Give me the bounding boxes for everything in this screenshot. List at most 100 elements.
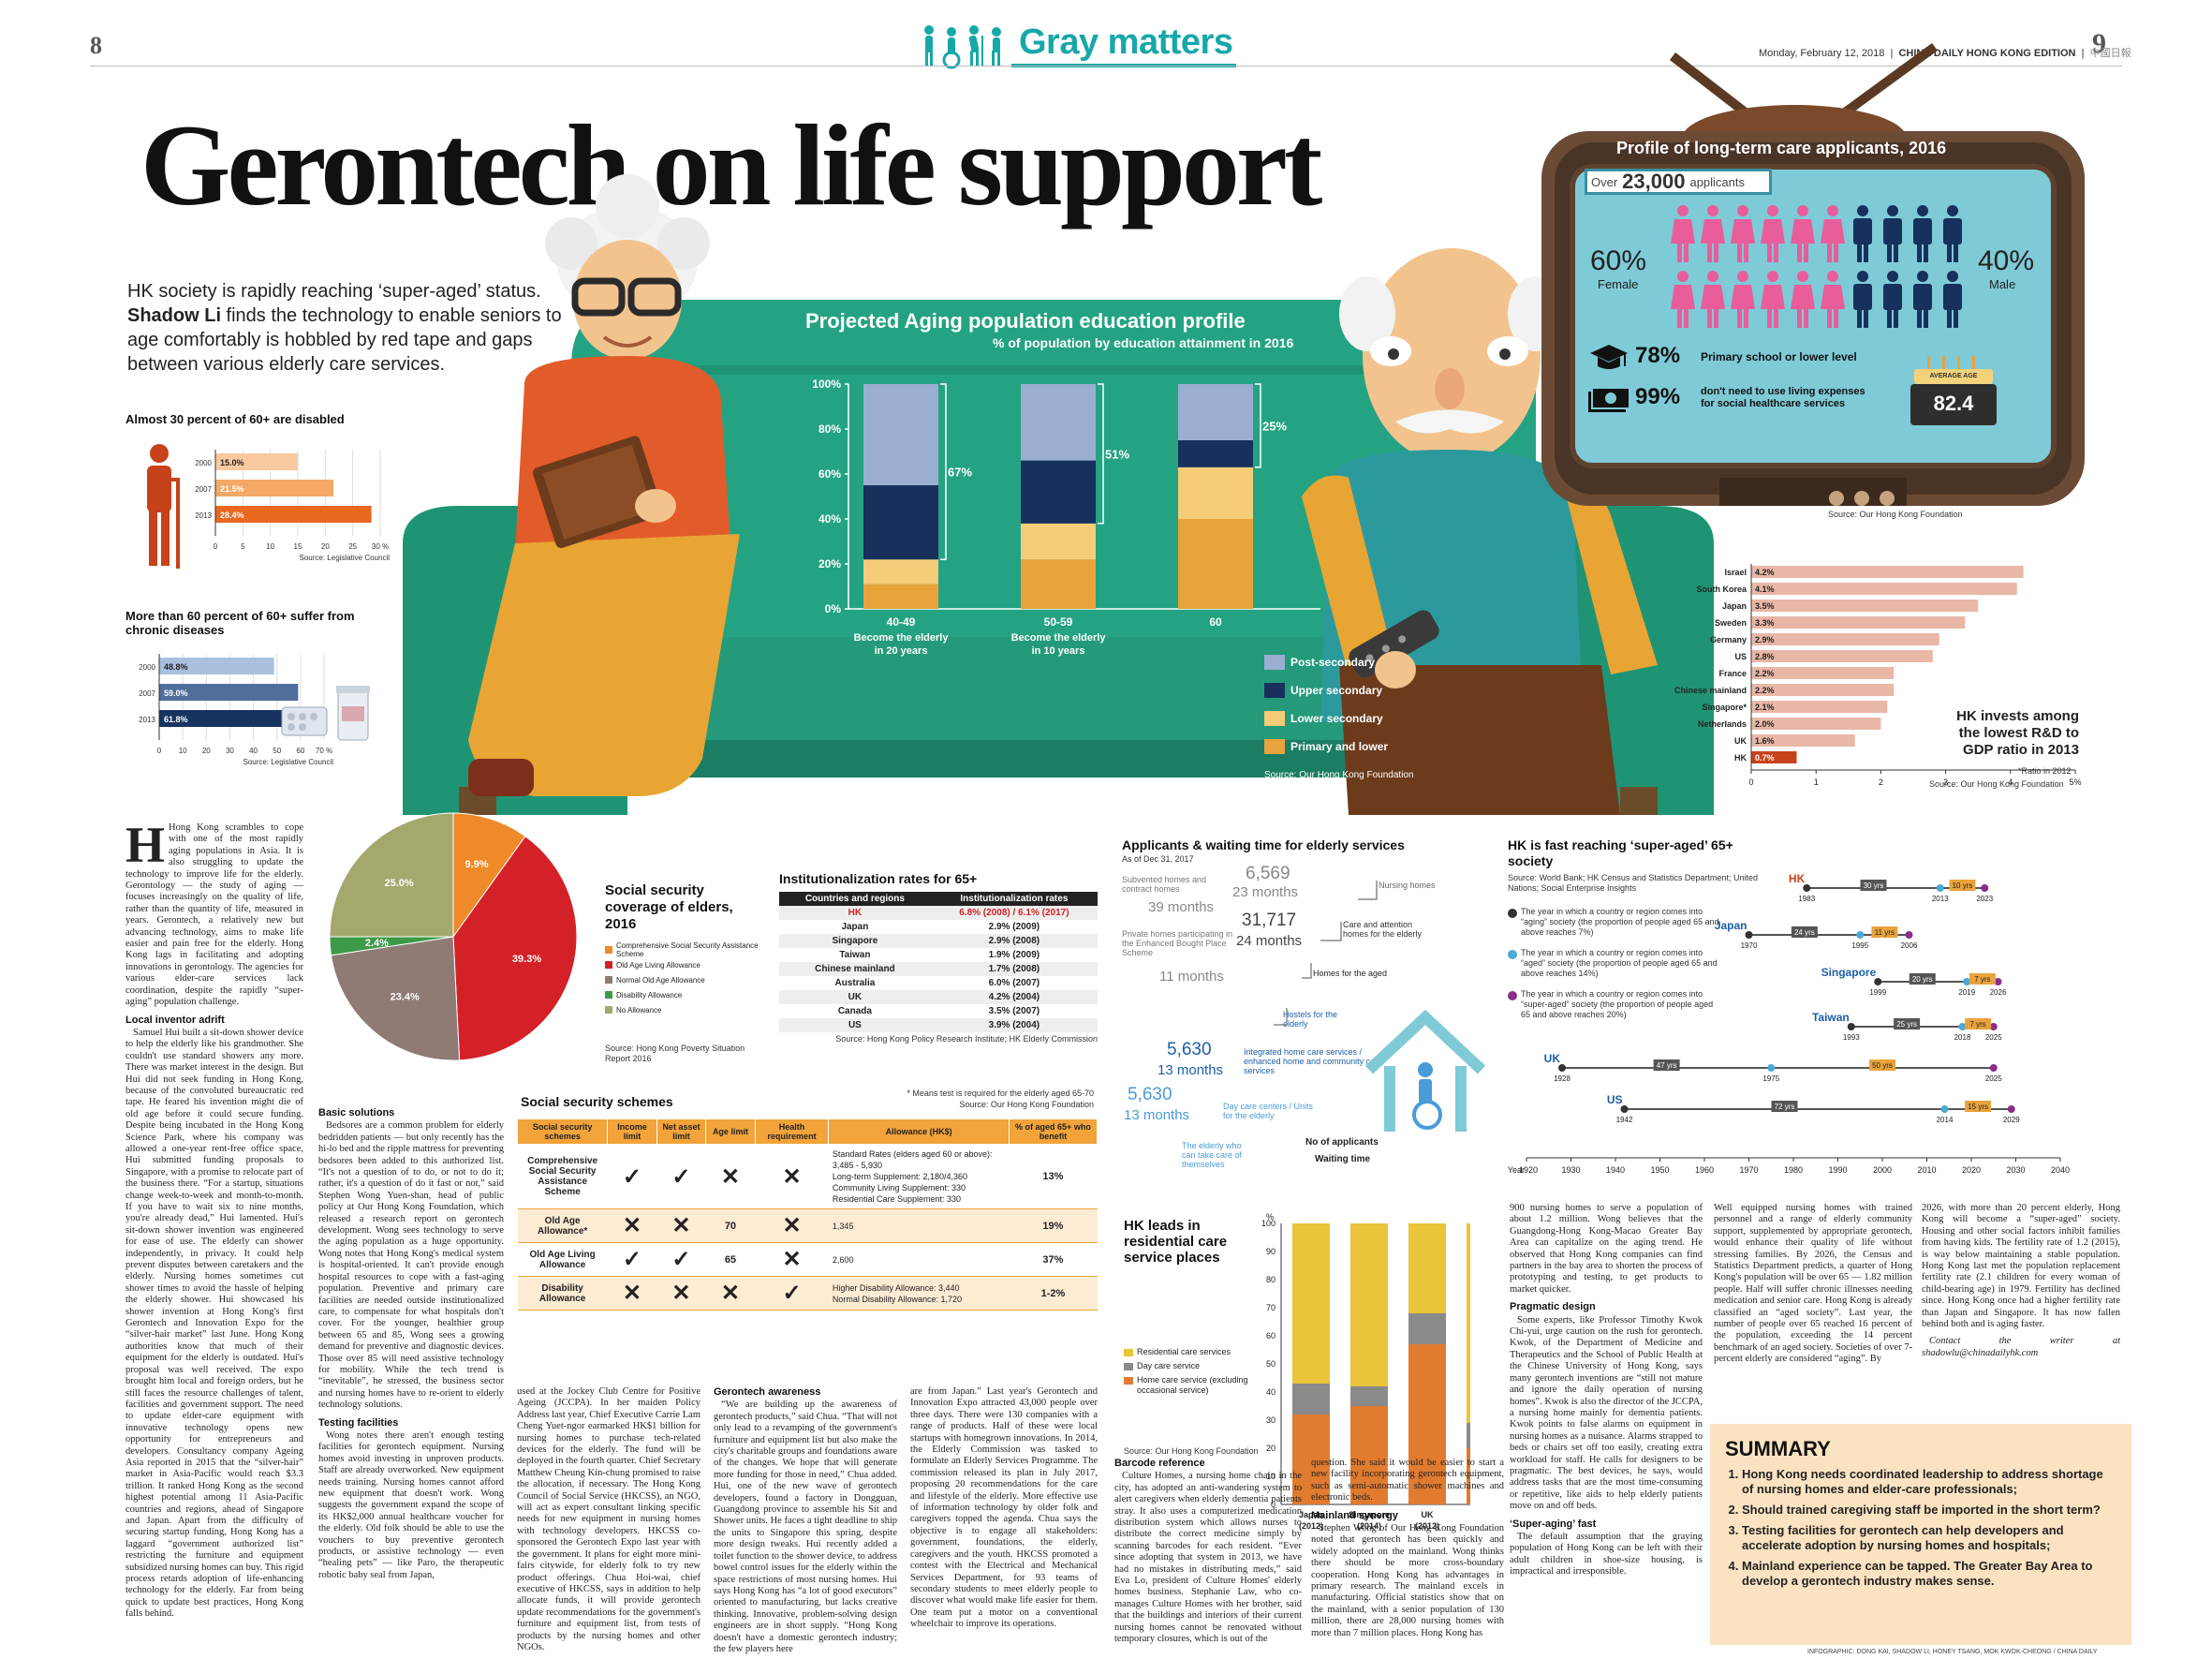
female-person-icon xyxy=(1671,271,1695,328)
callout-bracket xyxy=(1098,383,1104,525)
superaged-chart: HK is fast reaching ‘super-aged’ 65+ soc… xyxy=(1498,832,2079,1188)
legend-label: Comprehensive Social Security Assistance… xyxy=(616,941,759,958)
tv-male-label: Male xyxy=(1989,277,2016,291)
y-tick-label: 70 xyxy=(1266,1303,1276,1312)
bar xyxy=(159,658,274,674)
leg xyxy=(1887,309,1892,328)
gap-pill xyxy=(1894,1018,1921,1029)
head xyxy=(1677,271,1688,282)
table-row: Chinese mainland 1.7% (2008) xyxy=(779,962,1098,976)
article-intro: Hong Kong scrambles to cope with one of … xyxy=(125,822,303,1008)
medicine-icon xyxy=(281,686,370,741)
gap-label: 50 yrs xyxy=(1872,1061,1893,1070)
gap-label: 20 yrs xyxy=(1912,975,1933,984)
callout-bracket xyxy=(1255,383,1261,468)
leg xyxy=(1744,309,1748,328)
y-tick-label: 80 xyxy=(1266,1275,1276,1284)
article-col8top: 900 nursing homes to serve a population … xyxy=(1510,1203,1703,1295)
category-label: Japan xyxy=(1722,601,1747,611)
callout-bracket xyxy=(940,383,947,560)
bar-segment xyxy=(863,384,938,485)
scheme-mark: ✓ xyxy=(782,1281,802,1306)
x-tick-label: 30 % xyxy=(372,542,389,551)
body xyxy=(1883,284,1902,310)
leg xyxy=(1947,244,1952,262)
year-label: 2013 xyxy=(1932,895,1949,903)
pie-legend: Comprehensive Social Security Assistance… xyxy=(605,941,764,1017)
bar xyxy=(1751,566,2024,578)
x-tick-label: 2 xyxy=(1879,778,1883,787)
gap-label: 30 yrs xyxy=(1864,881,1884,890)
y-tick-label: 50 xyxy=(1266,1359,1276,1369)
rd-note: *Ratio in 2012 xyxy=(2018,766,2072,776)
bar xyxy=(1751,616,1966,629)
year-label: 2026 xyxy=(1990,988,2007,997)
residential-legend-item: Home care service (excluding occasional … xyxy=(1124,1375,1264,1396)
rate-cell: 2.9% (2009) xyxy=(988,922,1040,932)
leg xyxy=(1804,244,1808,262)
waiting-leg2: Waiting time xyxy=(1315,1154,1371,1164)
pie-label: 2.4% xyxy=(365,938,389,949)
region-cell: US xyxy=(848,1020,862,1030)
gap-pill xyxy=(1949,880,1976,891)
leg xyxy=(1924,244,1928,262)
y-tick-label: 10 xyxy=(1266,1472,1276,1481)
leg xyxy=(1684,244,1688,262)
country-label: Taiwan xyxy=(1812,1011,1850,1024)
bar xyxy=(1751,734,1855,747)
bar-segment xyxy=(1178,440,1253,467)
x-tick-label: 60 xyxy=(296,747,304,755)
pie-legend-item: No Allowance xyxy=(605,1002,764,1017)
pie-slice xyxy=(452,836,578,1061)
region-cell: Chinese mainland xyxy=(815,964,895,974)
category-note: in 20 years xyxy=(875,645,928,657)
x-tick-label: 70 % xyxy=(316,747,332,755)
category-label: (2014) xyxy=(1357,1521,1381,1531)
x-tick-label: 20 xyxy=(202,747,211,755)
deck: HK society is rapidly reaching ‘super-ag… xyxy=(127,279,586,377)
axis-tick-label: 1970 xyxy=(1739,1165,1758,1175)
summary-item: Hong Kong needs coordinated leadership t… xyxy=(1742,1467,2116,1497)
rate-cell: 1.7% (2008) xyxy=(988,964,1040,974)
x-tick-label: 15 xyxy=(294,542,302,551)
axis-tick-label: 2040 xyxy=(2051,1165,2070,1175)
article-col9: Well equipped nursing homes with trained… xyxy=(1714,1203,1912,1365)
page-number-right: 9 xyxy=(2092,28,2106,59)
head xyxy=(1707,205,1718,216)
head xyxy=(1887,205,1898,216)
y-tick-label: 40 xyxy=(1266,1387,1276,1397)
legend-swatch xyxy=(605,946,612,954)
leg xyxy=(1797,309,1802,328)
waiting-m5: 13 months xyxy=(1158,1062,1224,1078)
pie-legend-item: Normal Old Age Allowance xyxy=(605,972,764,987)
body xyxy=(1701,285,1725,309)
super-aged-dot xyxy=(1905,931,1913,939)
headline: Gerontech on life support xyxy=(140,101,1322,230)
scheme-mark: ✕ xyxy=(671,1281,691,1306)
bar-segment xyxy=(1178,519,1253,609)
body xyxy=(1731,219,1755,244)
tv-female-label: Female xyxy=(1598,277,1639,291)
scheme-mark: 65 xyxy=(724,1253,737,1266)
scheme-name: Comprehensive Social Security Assistance… xyxy=(527,1156,598,1197)
table-row: US 3.9% (2004) xyxy=(779,1018,1098,1032)
bar-label: 2.1% xyxy=(1755,703,1775,712)
male-person-icon xyxy=(1913,271,1932,328)
education-source: Source: Our Hong Kong Foundation xyxy=(1264,770,1414,780)
year-label: 1983 xyxy=(1798,895,1815,903)
head xyxy=(1917,271,1928,282)
date: Monday, February 12, 2018 xyxy=(1759,48,1885,59)
article-col1b: Samuel Hui built a sit-down shower devic… xyxy=(125,1027,303,1620)
aged-dot xyxy=(1856,931,1865,939)
pie-slice xyxy=(329,812,454,938)
table-row: Old Age Allowance* ✕ ✕ 70 ✕ 1,345 19% xyxy=(517,1208,1098,1243)
category-label: HK xyxy=(1734,753,1747,763)
tv-edu-pct: 78% xyxy=(1635,343,1681,368)
article-col7b: Stephen Wong of Our Hong Kong Foundation… xyxy=(1311,1523,1504,1638)
bar-segment xyxy=(1021,559,1096,609)
body xyxy=(1761,285,1785,309)
waiting-asof: As of Dec 31, 2017 xyxy=(1122,854,1194,864)
summary-title: SUMMARY xyxy=(1725,1437,1831,1460)
leg xyxy=(1827,309,1832,328)
bar-segment xyxy=(1178,384,1253,440)
